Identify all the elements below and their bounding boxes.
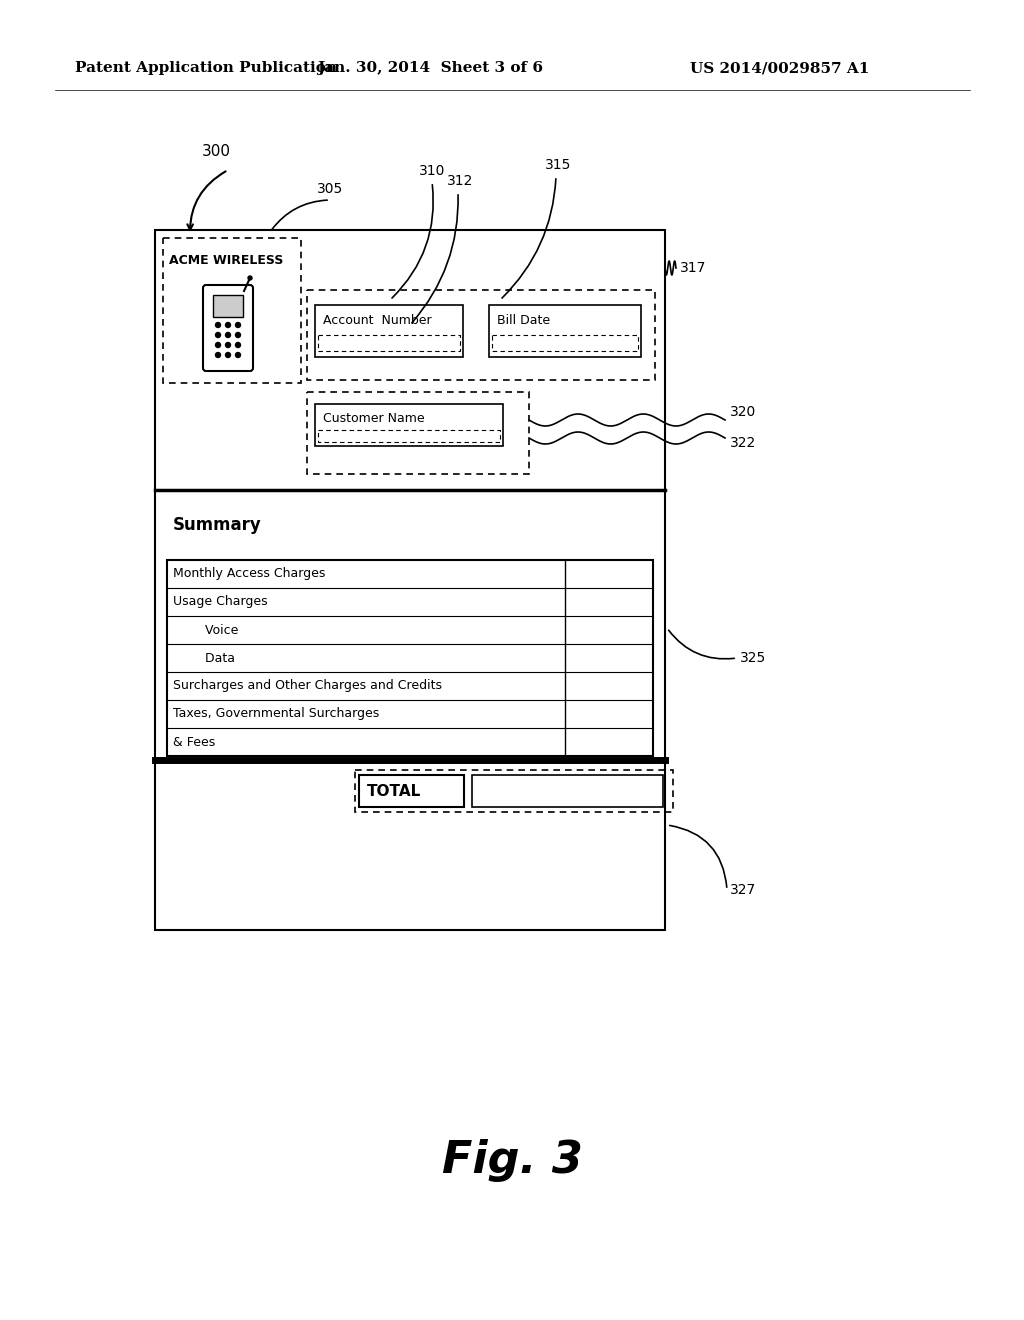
Circle shape: [236, 352, 241, 358]
Circle shape: [236, 342, 241, 347]
Bar: [315, 404, 503, 446]
Text: Bill Date: Bill Date: [497, 314, 550, 327]
Text: Patent Application Publication: Patent Application Publication: [75, 61, 337, 75]
Bar: [489, 305, 641, 356]
Text: TOTAL: TOTAL: [367, 784, 421, 799]
Bar: [359, 775, 464, 807]
Bar: [472, 775, 663, 807]
Text: 300: 300: [202, 144, 231, 160]
Circle shape: [236, 322, 241, 327]
Bar: [492, 335, 638, 351]
Text: Usage Charges: Usage Charges: [173, 595, 267, 609]
Bar: [307, 290, 655, 380]
Text: Summary: Summary: [173, 516, 262, 535]
Text: 320: 320: [730, 405, 757, 418]
Circle shape: [225, 333, 230, 338]
Bar: [318, 430, 500, 442]
Text: 327: 327: [730, 883, 757, 898]
Bar: [318, 335, 460, 351]
FancyBboxPatch shape: [203, 285, 253, 371]
Bar: [355, 770, 673, 812]
Text: ACME WIRELESS: ACME WIRELESS: [169, 253, 284, 267]
Circle shape: [215, 322, 220, 327]
Text: US 2014/0029857 A1: US 2014/0029857 A1: [690, 61, 869, 75]
Circle shape: [215, 342, 220, 347]
Text: Fig. 3: Fig. 3: [441, 1138, 583, 1181]
Bar: [155, 230, 665, 931]
Text: Monthly Access Charges: Monthly Access Charges: [173, 568, 326, 581]
Text: 325: 325: [740, 651, 766, 665]
Circle shape: [248, 276, 252, 280]
Text: Surcharges and Other Charges and Credits: Surcharges and Other Charges and Credits: [173, 680, 442, 693]
Bar: [213, 294, 243, 317]
Text: 322: 322: [730, 436, 757, 450]
Bar: [307, 392, 529, 474]
Bar: [167, 560, 653, 756]
Text: & Fees: & Fees: [173, 735, 215, 748]
Text: Taxes, Governmental Surcharges: Taxes, Governmental Surcharges: [173, 708, 379, 721]
Text: 310: 310: [419, 164, 445, 178]
Text: Jan. 30, 2014  Sheet 3 of 6: Jan. 30, 2014 Sheet 3 of 6: [317, 61, 543, 75]
Circle shape: [225, 342, 230, 347]
Circle shape: [236, 333, 241, 338]
Circle shape: [225, 322, 230, 327]
Text: 305: 305: [316, 182, 343, 195]
Text: Voice: Voice: [173, 623, 239, 636]
Text: Account  Number: Account Number: [323, 314, 432, 327]
Circle shape: [215, 352, 220, 358]
Text: Data: Data: [173, 652, 234, 664]
Circle shape: [215, 333, 220, 338]
Bar: [163, 238, 301, 383]
Circle shape: [225, 352, 230, 358]
Text: 312: 312: [446, 174, 473, 187]
Text: Customer Name: Customer Name: [323, 412, 425, 425]
Text: 317: 317: [680, 261, 707, 275]
Bar: [315, 305, 463, 356]
Text: 315: 315: [545, 158, 571, 172]
